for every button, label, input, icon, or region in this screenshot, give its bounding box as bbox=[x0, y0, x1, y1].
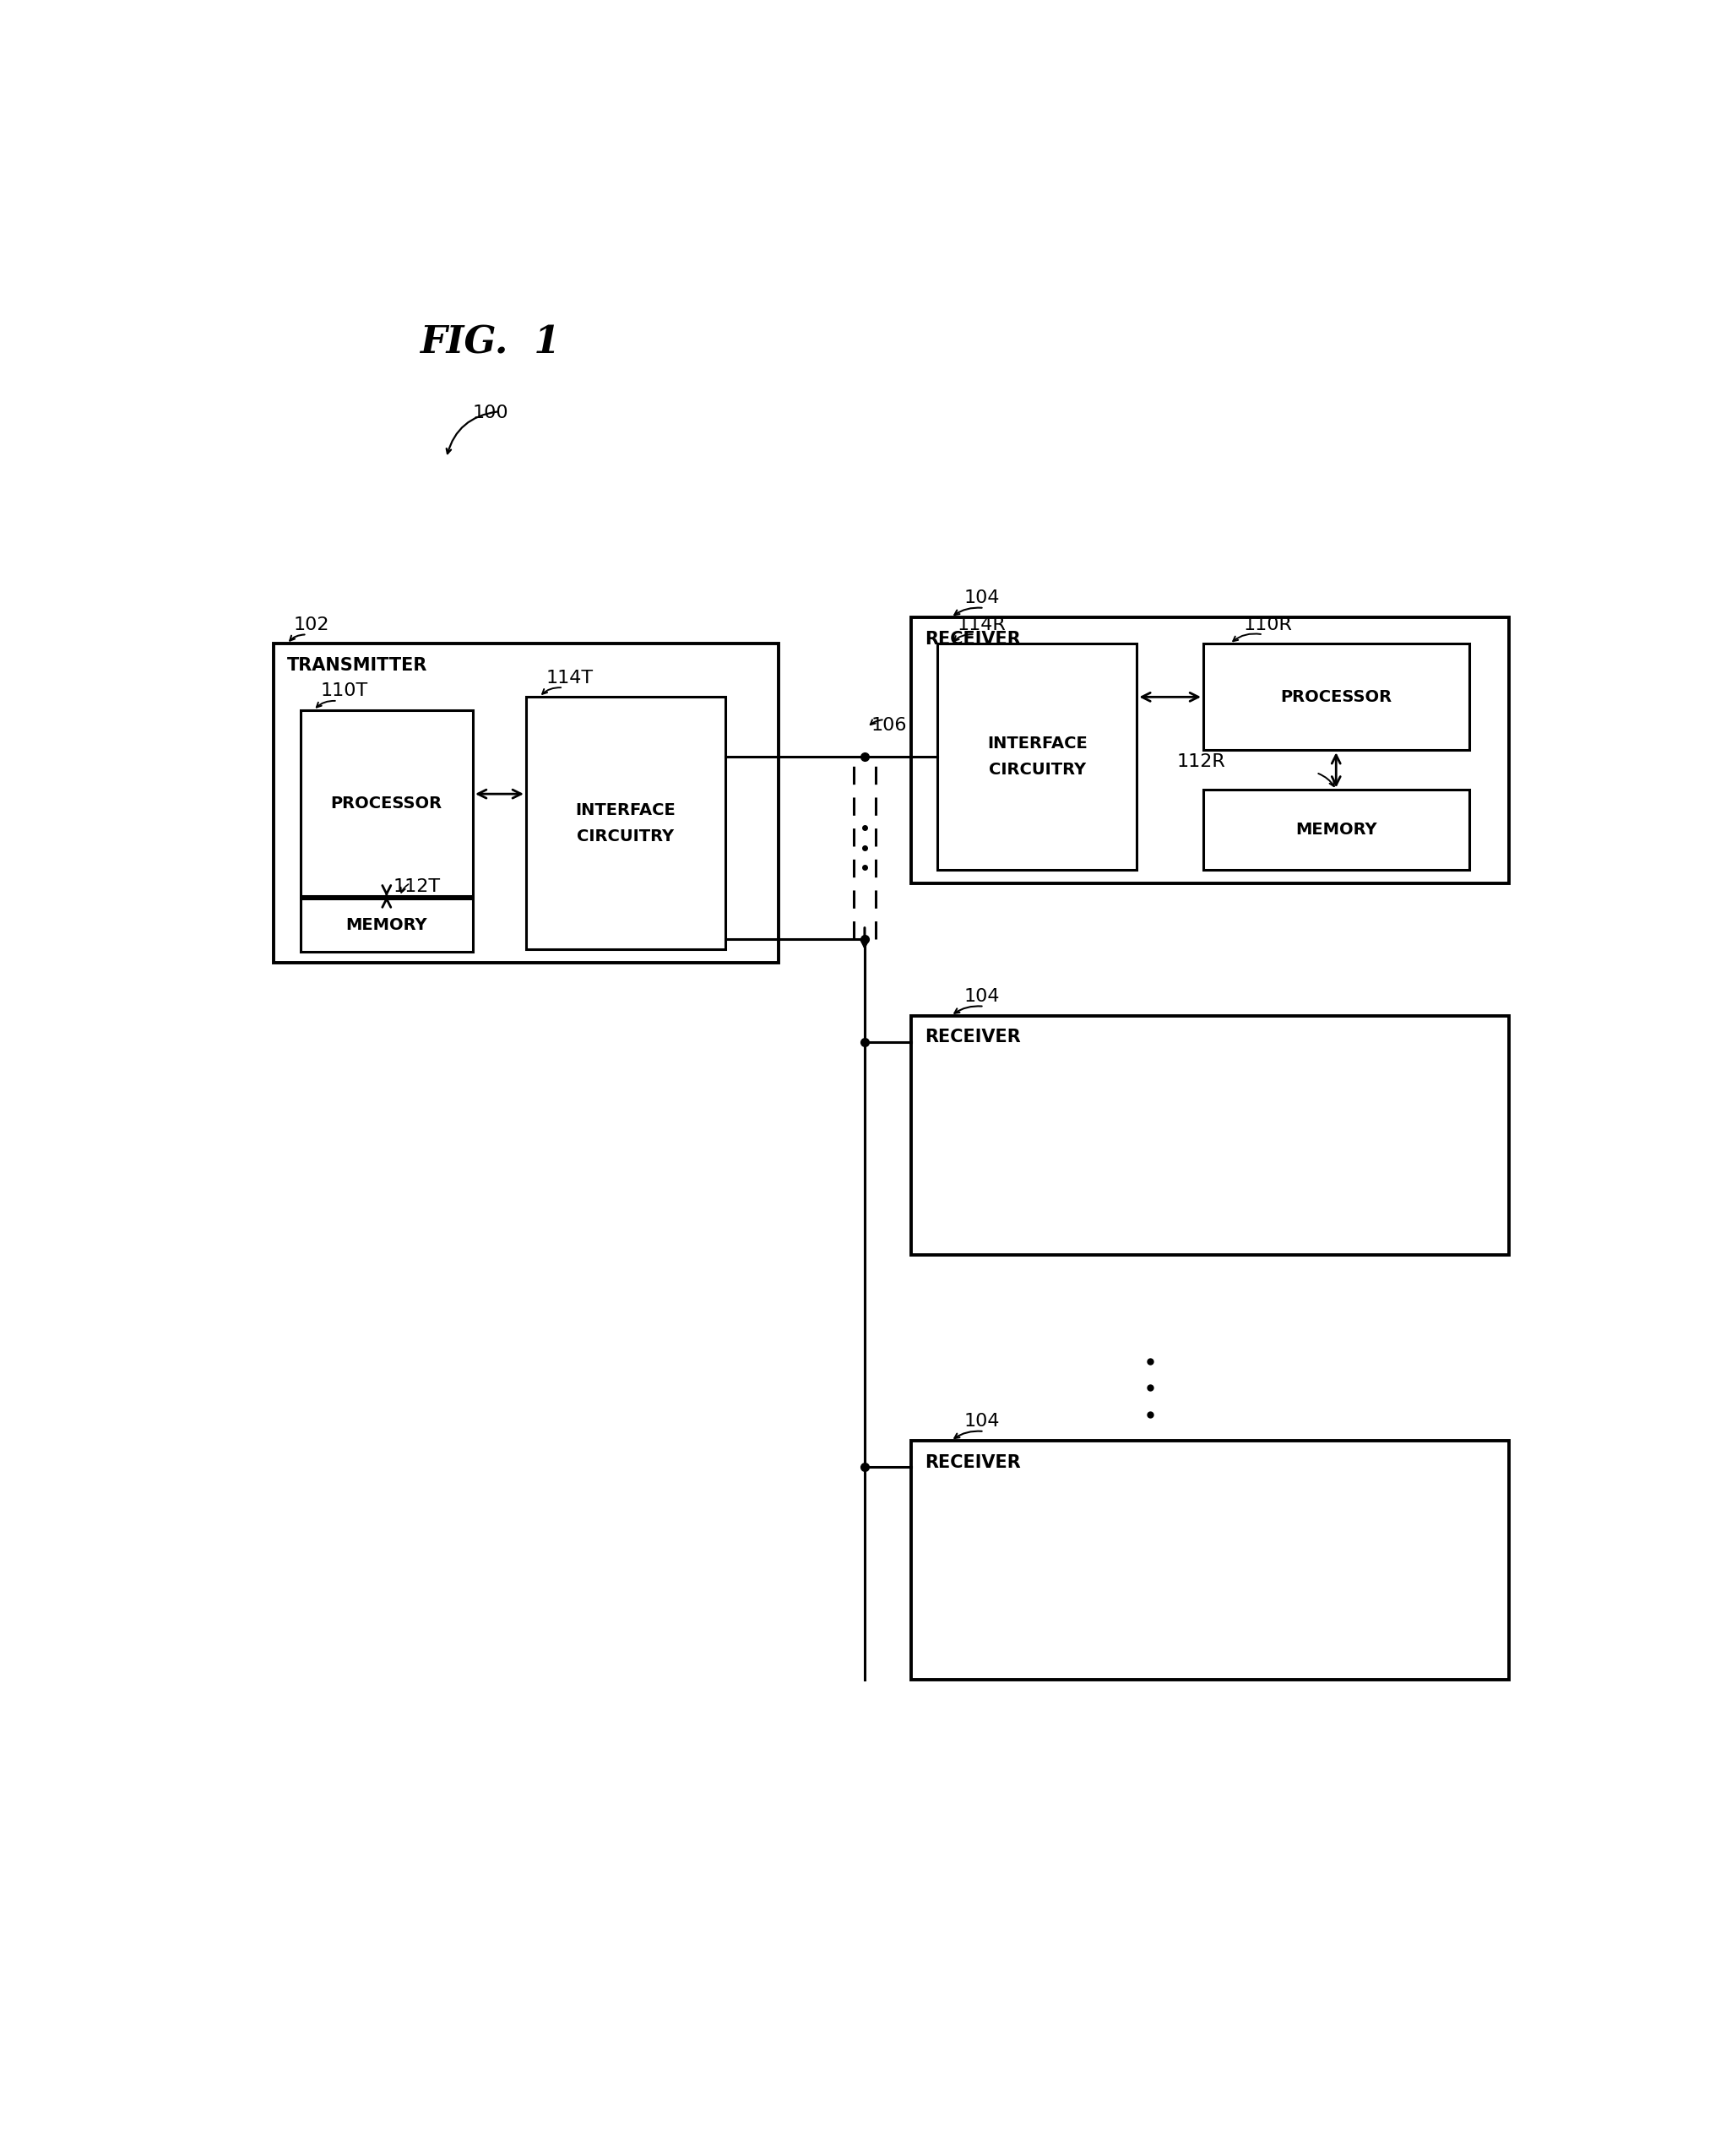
Bar bbox=[300, 709, 473, 897]
Text: 110T: 110T bbox=[321, 683, 368, 701]
Text: 104: 104 bbox=[965, 1412, 999, 1429]
Text: CIRCUITRY: CIRCUITRY bbox=[989, 761, 1086, 778]
Bar bbox=[937, 645, 1137, 869]
Bar bbox=[911, 1015, 1509, 1255]
Text: MEMORY: MEMORY bbox=[345, 918, 428, 934]
Text: 114T: 114T bbox=[545, 671, 594, 686]
Text: CIRCUITRY: CIRCUITRY bbox=[576, 828, 675, 845]
Text: 112T: 112T bbox=[394, 877, 440, 895]
Text: RECEIVER: RECEIVER bbox=[925, 1028, 1020, 1046]
Text: 104: 104 bbox=[965, 987, 999, 1005]
Text: 110R: 110R bbox=[1243, 617, 1293, 634]
Bar bbox=[911, 617, 1509, 884]
Bar bbox=[526, 696, 725, 949]
Text: INTERFACE: INTERFACE bbox=[987, 735, 1087, 752]
Text: 100: 100 bbox=[473, 405, 509, 423]
Text: RECEIVER: RECEIVER bbox=[925, 1453, 1020, 1470]
Text: FIG.  1: FIG. 1 bbox=[419, 326, 561, 362]
Text: PROCESSOR: PROCESSOR bbox=[1281, 690, 1391, 705]
Bar bbox=[1203, 789, 1469, 869]
Text: MEMORY: MEMORY bbox=[1294, 821, 1377, 839]
Text: RECEIVER: RECEIVER bbox=[925, 630, 1020, 647]
Text: TRANSMITTER: TRANSMITTER bbox=[287, 658, 428, 675]
Bar bbox=[274, 645, 778, 962]
Text: 114R: 114R bbox=[958, 617, 1006, 634]
Text: 102: 102 bbox=[293, 617, 330, 634]
Bar bbox=[1203, 645, 1469, 750]
Text: 112R: 112R bbox=[1177, 752, 1225, 770]
Text: INTERFACE: INTERFACE bbox=[575, 802, 677, 817]
Bar bbox=[300, 899, 473, 953]
Text: 106: 106 bbox=[872, 718, 908, 733]
Text: PROCESSOR: PROCESSOR bbox=[331, 796, 442, 811]
Text: 104: 104 bbox=[965, 591, 999, 606]
Bar bbox=[911, 1440, 1509, 1680]
